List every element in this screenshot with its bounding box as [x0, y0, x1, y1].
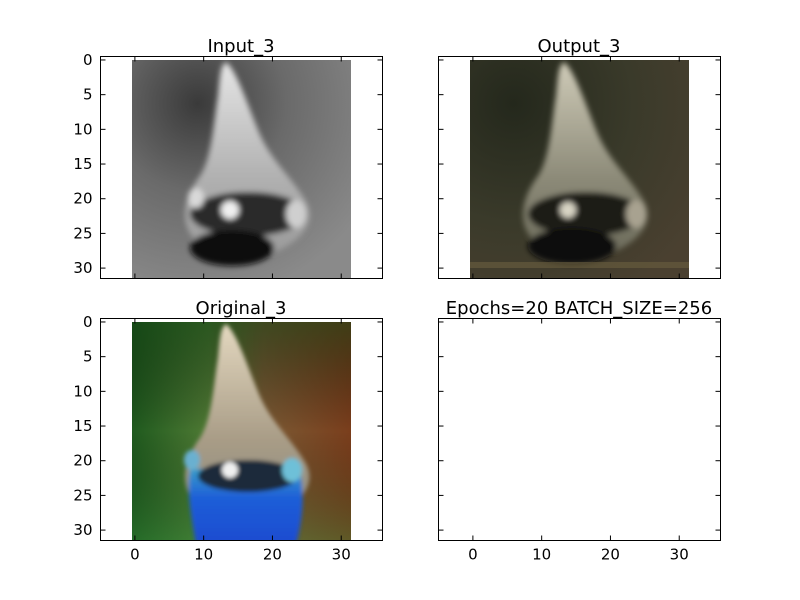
x-tick-label: 10 — [194, 546, 213, 564]
y-tick-label: 10 — [73, 382, 92, 400]
y-ticks-output — [438, 59, 721, 269]
y-tick-label: 25 — [73, 224, 92, 242]
y-tick-label: 15 — [73, 155, 92, 173]
x-ticks-input — [134, 56, 342, 279]
x-tick-label: 30 — [332, 546, 351, 564]
x-tick-label: 0 — [130, 546, 140, 564]
y-tick-label: 25 — [73, 486, 92, 504]
y-tick-label: 5 — [83, 86, 93, 104]
x-ticks-output — [472, 56, 680, 279]
y-tick-label: 0 — [83, 51, 93, 69]
image-output — [470, 60, 689, 278]
y-tick-label: 5 — [83, 348, 93, 366]
y-tick-label: 30 — [73, 521, 92, 539]
x-ticks-params: 0 10 20 30 — [468, 318, 689, 564]
y-ticks-original: 0 5 10 15 20 25 30 — [73, 313, 383, 539]
x-tick-label: 30 — [670, 546, 689, 564]
y-tick-label: 20 — [73, 452, 92, 470]
y-tick-label: 0 — [83, 313, 93, 331]
y-tick-label: 15 — [73, 417, 92, 435]
panel-title-params: Epochs=20 BATCH_SIZE=256 — [446, 298, 712, 319]
image-input — [132, 60, 351, 278]
x-tick-label: 20 — [601, 546, 620, 564]
panel-original: Original_3 0 5 10 15 20 25 30 0 10 20 30 — [73, 298, 383, 564]
panel-params: Epochs=20 BATCH_SIZE=256 0 10 20 30 — [438, 298, 721, 564]
x-ticks-original: 0 10 20 30 — [130, 318, 351, 564]
y-ticks-input: 0 5 10 15 20 25 30 — [73, 51, 383, 277]
panel-title-original: Original_3 — [196, 298, 287, 319]
y-tick-label: 20 — [73, 190, 92, 208]
y-tick-label: 30 — [73, 259, 92, 277]
panel-output: Output_3 — [438, 36, 721, 279]
panel-title-input: Input_3 — [207, 36, 274, 57]
x-tick-label: 20 — [263, 546, 282, 564]
y-tick-label: 10 — [73, 120, 92, 138]
axes-frame-input — [100, 56, 383, 279]
x-tick-label: 10 — [532, 546, 551, 564]
axes-frame-original — [100, 318, 383, 541]
y-ticks-params — [438, 321, 721, 531]
panel-input: Input_3 0 5 10 15 20 25 30 — [73, 36, 383, 279]
axes-frame-output — [438, 56, 721, 279]
x-tick-label: 0 — [468, 546, 478, 564]
image-original — [132, 322, 351, 540]
axes-frame-params — [438, 318, 721, 541]
panel-title-output: Output_3 — [538, 36, 621, 57]
